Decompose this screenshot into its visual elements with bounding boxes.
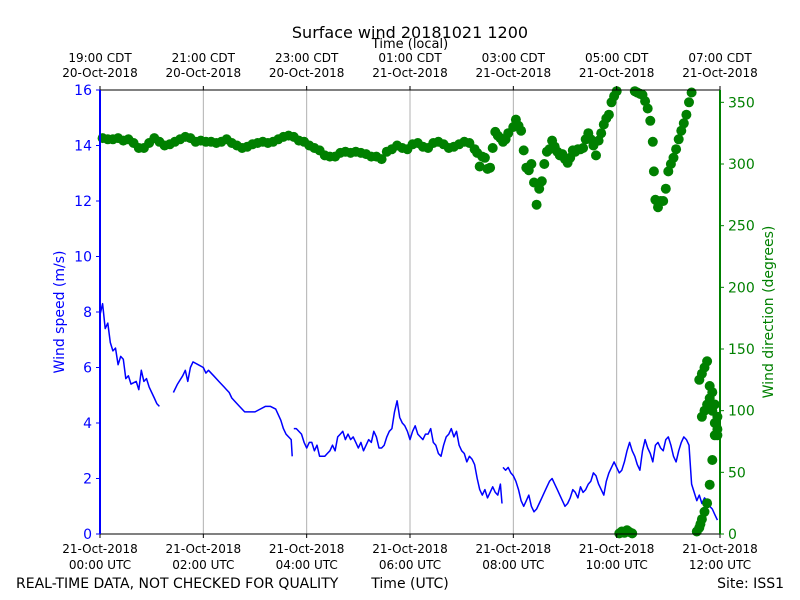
top-tick-label-time: 03:00 CDT [482,51,546,65]
top-tick-label-date: 21-Oct-2018 [682,66,758,80]
wind-direction-point [531,199,542,210]
right-tick-label: 300 [728,157,755,173]
wind-direction-point [518,145,529,156]
wind-direction-point [699,506,710,517]
wind-direction-point [516,125,527,136]
top-tick-label-date: 20-Oct-2018 [269,66,345,80]
wind-direction-point [487,143,498,153]
top-tick-label-time: 05:00 CDT [585,51,649,65]
wind-direction-point [611,86,622,97]
right-tick-label: 150 [728,342,755,358]
axis-ticks: 21-Oct-2018 00:00 UTC 21-Oct-2018 02:00 UTC… [62,51,758,572]
left-tick-label: 14 [74,139,92,155]
x-tick-label-time: 12:00 UTC [689,558,751,572]
wind-speed-series [99,302,719,521]
chart-title: Surface wind 20181021 1200 [292,23,528,42]
left-axis-label: Wind speed (m/s) [52,251,68,374]
top-tick-label-date: 21-Oct-2018 [372,66,448,80]
wind-direction-point [627,528,638,539]
wind-direction-point [578,143,589,153]
wind-direction-point [686,87,697,98]
wind-direction-point [702,399,713,410]
x-tick-label-time: 08:00 UTC [482,558,544,572]
right-tick-label: 200 [728,280,755,296]
x-tick-label-time: 00:00 UTC [69,558,131,572]
wind-direction-point [376,154,387,165]
wind-speed-line [172,361,293,457]
wind-direction-point [591,150,601,161]
top-tick-label-date: 21-Oct-2018 [579,66,655,80]
top-axis-label: Time (local) [371,37,448,52]
left-tick-label: 0 [83,527,92,543]
left-tick-label: 6 [83,361,92,377]
wind-direction-point [681,109,692,120]
wind-direction-point [702,356,713,367]
top-tick-label-time: 01:00 CDT [378,51,442,65]
wind-direction-point [678,118,689,129]
wind-direction-point [671,144,682,155]
x-tick-label-date: 21-Oct-2018 [579,542,655,556]
left-tick-label: 16 [74,83,92,99]
wind-speed-line [99,302,160,407]
x-tick-label-date: 21-Oct-2018 [269,542,345,556]
top-tick-label-date: 20-Oct-2018 [62,66,138,80]
wind-direction-point [536,176,547,187]
wind-direction-point [658,196,669,206]
x-tick-label-date: 21-Oct-2018 [166,542,242,556]
left-tick-label: 12 [74,194,92,210]
wind-speed-line [293,400,503,504]
right-tick-label: 0 [728,527,737,543]
wind-direction-point [702,498,713,509]
x-tick-label-time: 02:00 UTC [172,558,234,572]
quality-disclaimer: REAL-TIME DATA, NOT CHECKED FOR QUALITY [16,576,339,592]
vertical-gridlines [202,90,618,534]
right-tick-label: 250 [728,219,755,235]
left-tick-label: 2 [83,472,92,488]
top-tick-label-date: 21-Oct-2018 [476,66,552,80]
wind-direction-point [648,166,659,177]
left-tick-label: 8 [83,305,92,321]
left-tick-label: 4 [83,416,92,432]
x-axis-label: Time (UTC) [370,576,448,592]
wind-direction-point [526,159,537,169]
wind-direction-point [603,109,614,120]
top-tick-label-time: 07:00 CDT [688,51,752,65]
wind-direction-point [645,115,656,126]
x-tick-label-date: 21-Oct-2018 [476,542,552,556]
wind-direction-point [707,455,718,465]
wind-speed-line [502,436,719,521]
wind-direction-point [673,134,684,145]
wind-direction-point [479,152,490,163]
wind-direction-point [660,183,671,194]
top-tick-label-time: 23:00 CDT [275,51,339,65]
wind-direction-point [684,97,694,108]
wind-direction-point [704,479,715,490]
wind-direction-point [596,128,607,139]
x-tick-label-date: 21-Oct-2018 [682,542,758,556]
right-tick-label: 100 [728,404,755,420]
right-tick-label: 350 [728,95,755,111]
right-tick-label: 50 [728,465,746,481]
top-tick-label-time: 19:00 CDT [68,51,132,65]
wind-direction-point [474,161,485,172]
wind-direction-point [647,136,658,147]
left-tick-label: 10 [74,250,92,266]
wind-direction-point [707,387,718,398]
wind-direction-point [709,399,720,410]
wind-direction-point [668,152,679,163]
x-tick-label-time: 10:00 UTC [586,558,648,572]
wind-direction-point [642,103,653,114]
right-axis-label: Wind direction (degrees) [761,226,777,399]
wind-direction-point [485,162,496,173]
top-tick-label-date: 20-Oct-2018 [166,66,242,80]
x-tick-label-date: 21-Oct-2018 [62,542,138,556]
x-tick-label-time: 04:00 UTC [276,558,338,572]
site-label: Site: ISS1 [717,576,784,592]
x-tick-label-date: 21-Oct-2018 [372,542,448,556]
top-tick-label-time: 21:00 CDT [172,51,236,65]
wind-direction-point [539,159,550,169]
x-tick-label-time: 06:00 UTC [379,558,441,572]
